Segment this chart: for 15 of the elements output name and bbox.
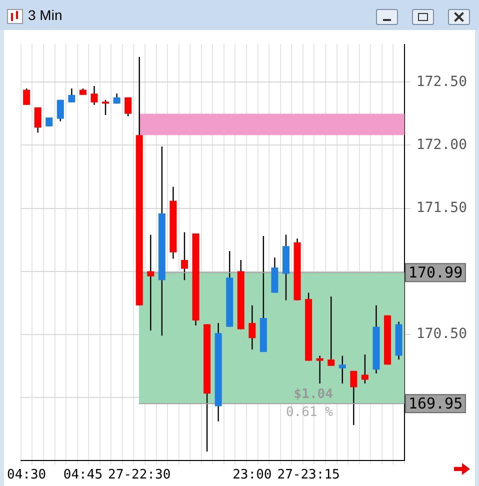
y-tick-label: 170.50 (416, 326, 468, 342)
y-tick-label: 171.50 (416, 200, 468, 216)
x-tick-label: 04:30 (6, 468, 46, 483)
y-tick-label: 172.00 (416, 136, 468, 153)
annotation: $1.04 (294, 387, 334, 402)
x-tick-label: 27-23:15 (277, 468, 340, 483)
y-tick-label: 172.50 (416, 74, 468, 90)
x-tick-label: 23:00 (232, 468, 272, 483)
candlestick (316, 356, 324, 384)
x-tick-label: 27-22:30 (108, 468, 171, 483)
ref-line-label: 170.99 (408, 263, 463, 282)
ref-line-label: 169.95 (408, 394, 463, 413)
x-tick-label: 04:45 (63, 468, 103, 483)
annotation: 0.61 % (286, 405, 334, 420)
chart-title: 3 Min (28, 7, 62, 23)
